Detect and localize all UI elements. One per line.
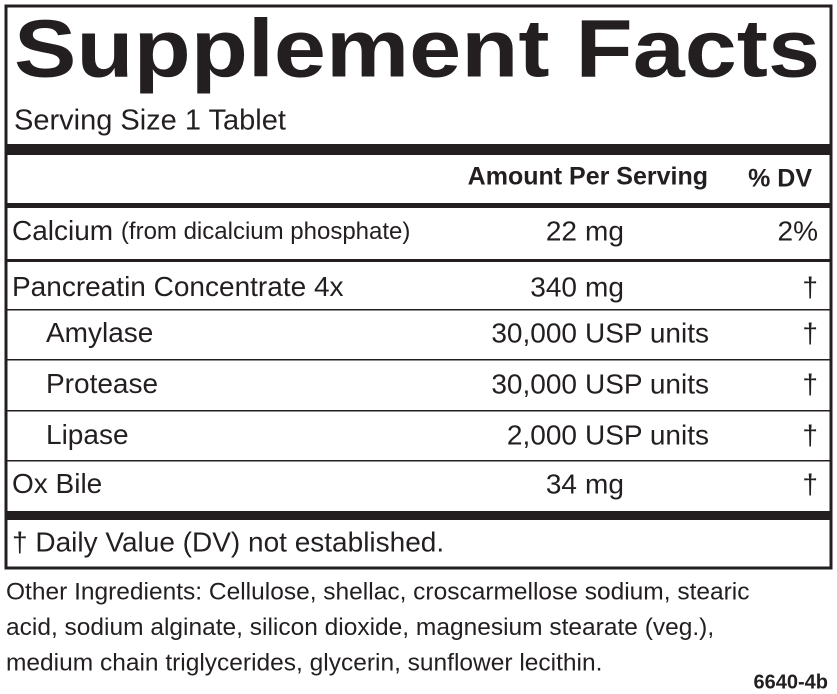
row-rule: [6, 460, 831, 462]
unit: USP units: [585, 317, 709, 348]
daily-value: †: [802, 317, 818, 348]
nutrient-name: Pancreatin Concentrate 4x: [12, 271, 344, 302]
daily-value: †: [802, 368, 818, 399]
row-rule: [6, 309, 831, 311]
unit: USP units: [585, 368, 709, 399]
row-rule: [6, 259, 831, 262]
other-ingredients: Other Ingredients: Cellulose, shellac, c…: [6, 578, 749, 676]
ingredients-line: acid, sodium alginate, silicon dioxide, …: [6, 614, 714, 641]
amount: 30,000: [491, 317, 577, 348]
daily-value: †: [802, 271, 818, 302]
thick-rule: [6, 511, 831, 520]
nutrient-name-text: Protease: [46, 368, 158, 399]
amount: 340: [530, 271, 577, 302]
row-rule: [6, 359, 831, 361]
footnote: † Daily Value (DV) not established.: [12, 526, 444, 557]
unit: mg: [585, 215, 624, 246]
unit: USP units: [585, 419, 709, 450]
nutrient-rows: Calcium (from dicalcium phosphate) 22 mg 2%…: [6, 215, 831, 499]
nutrient-name-text: Lipase: [46, 419, 129, 450]
nutrient-name-text: Amylase: [46, 317, 153, 348]
amount: 30,000: [491, 368, 577, 399]
nutrient-name-text: Calcium: [12, 215, 113, 246]
unit: mg: [585, 468, 624, 499]
row-rule: [6, 410, 831, 412]
amount-header: Amount Per Serving: [468, 163, 708, 191]
dv-header: % DV: [748, 165, 812, 193]
daily-value: †: [802, 419, 818, 450]
amount: 2,000: [507, 419, 577, 450]
nutrient-name-text: Ox Bile: [12, 468, 102, 499]
nutrient-name: Protease: [46, 368, 158, 399]
label-border: [4, 4, 833, 570]
nutrient-name: Ox Bile: [12, 468, 102, 499]
nutrient-note: (from dicalcium phosphate): [121, 218, 410, 245]
nutrient-name: Lipase: [46, 419, 129, 450]
serving-size: Serving Size 1 Tablet: [14, 105, 286, 137]
nutrient-name: Calcium (from dicalcium phosphate): [12, 215, 410, 246]
header-rule: [6, 203, 831, 208]
nutrient-name-text: Pancreatin Concentrate 4x: [12, 271, 344, 302]
daily-value: 2%: [778, 215, 818, 246]
nutrient-name: Amylase: [46, 317, 153, 348]
unit: mg: [585, 271, 624, 302]
ingredients-line: Other Ingredients: Cellulose, shellac, c…: [6, 578, 749, 605]
amount: 22: [546, 215, 577, 246]
label-title: Supplement Facts: [14, 4, 820, 95]
ingredients-line: medium chain triglycerides, glycerin, su…: [6, 649, 602, 676]
daily-value: †: [802, 468, 818, 499]
thick-rule: [6, 144, 831, 155]
product-code: 6640-4b: [754, 671, 829, 693]
amount: 34: [546, 468, 577, 499]
